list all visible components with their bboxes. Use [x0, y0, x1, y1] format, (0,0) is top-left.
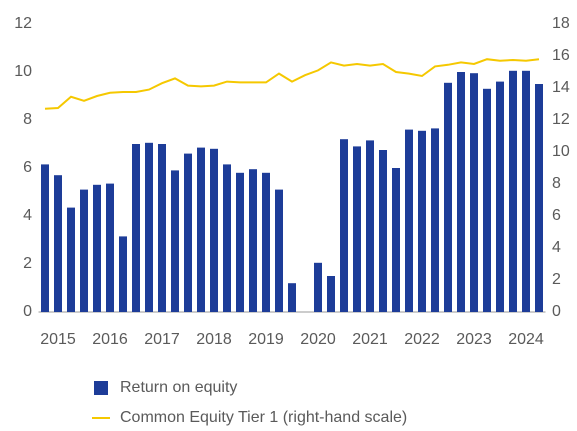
bar — [197, 147, 205, 312]
legend-label: Return on equity — [120, 379, 237, 396]
y2-tick-label: 6 — [552, 207, 561, 224]
bar — [483, 88, 491, 312]
y-tick-label: 8 — [23, 111, 32, 128]
bar — [405, 129, 413, 312]
bar — [288, 283, 296, 312]
y2-tick-label: 18 — [552, 15, 570, 32]
bar — [223, 164, 231, 312]
bar — [496, 81, 504, 312]
x-tick-label: 2019 — [248, 331, 284, 348]
x-tick-label: 2016 — [92, 331, 128, 348]
bar — [275, 189, 283, 312]
bar — [353, 146, 361, 312]
bar — [457, 72, 465, 312]
bar — [80, 189, 88, 312]
x-tick-label: 2015 — [40, 331, 76, 348]
bar — [379, 150, 387, 312]
bar — [67, 207, 75, 312]
y-tick-label: 10 — [14, 63, 32, 80]
y-tick-label: 12 — [14, 15, 32, 32]
x-tick-label: 2017 — [144, 331, 180, 348]
x-tick-label: 2024 — [508, 331, 544, 348]
bar — [327, 276, 335, 312]
x-tick-label: 2022 — [404, 331, 440, 348]
bar — [106, 183, 114, 312]
y2-tick-label: 4 — [552, 239, 561, 256]
y2-tick-label: 16 — [552, 47, 570, 64]
bar — [314, 262, 322, 312]
bar — [509, 70, 517, 312]
bar — [392, 168, 400, 312]
bar — [145, 142, 153, 312]
legend-label: Common Equity Tier 1 (right-hand scale) — [120, 409, 407, 426]
x-tick-label: 2020 — [300, 331, 336, 348]
bar — [444, 82, 452, 312]
y2-tick-label: 12 — [552, 111, 570, 128]
bar — [171, 170, 179, 312]
bar — [262, 172, 270, 312]
bar — [418, 130, 426, 312]
bar — [366, 140, 374, 312]
bar — [132, 144, 140, 312]
y2-tick-label: 2 — [552, 271, 561, 288]
y-tick-label: 4 — [23, 207, 32, 224]
bar — [41, 164, 49, 312]
y-tick-label: 6 — [23, 159, 32, 176]
bar — [184, 153, 192, 312]
bar — [431, 128, 439, 312]
y-tick-label: 2 — [23, 255, 32, 272]
bar — [470, 73, 478, 312]
bar — [93, 184, 101, 312]
y2-tick-label: 14 — [552, 79, 570, 96]
bar — [249, 169, 257, 312]
bar — [340, 139, 348, 312]
bar — [119, 236, 127, 312]
y2-tick-label: 10 — [552, 143, 570, 160]
y-tick-label: 0 — [23, 303, 32, 320]
bar — [535, 84, 543, 312]
bar — [54, 175, 62, 312]
bar — [522, 70, 530, 312]
x-tick-label: 2018 — [196, 331, 232, 348]
y2-tick-label: 0 — [552, 303, 561, 320]
bar — [236, 172, 244, 312]
line — [44, 58, 540, 110]
bar — [158, 144, 166, 312]
x-tick-label: 2023 — [456, 331, 492, 348]
bar — [210, 148, 218, 312]
y2-tick-label: 8 — [552, 175, 561, 192]
x-tick-label: 2021 — [352, 331, 388, 348]
legend-swatch — [94, 381, 108, 395]
